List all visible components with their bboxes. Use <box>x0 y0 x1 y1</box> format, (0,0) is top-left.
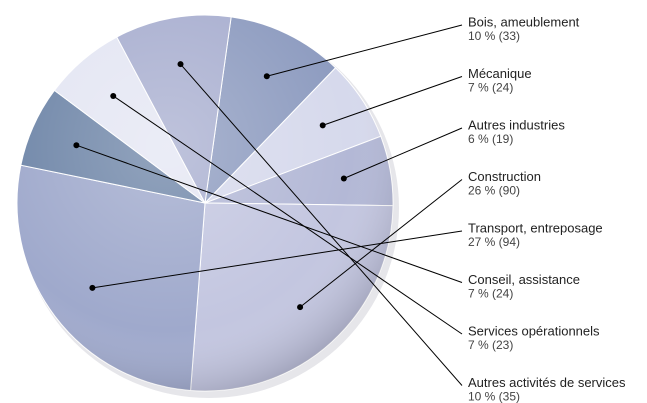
pie-slice <box>16 164 206 391</box>
leader-dot <box>297 304 304 311</box>
slice-label: Mécanique <box>468 66 532 81</box>
slice-label: Transport, entreposage <box>468 221 603 236</box>
leader-dot <box>319 122 326 129</box>
leader-line <box>322 76 463 126</box>
slice-label: Autres activités de services <box>468 375 626 390</box>
slice-label: Autres industries <box>468 118 565 133</box>
leader-dot <box>263 73 270 80</box>
slice-value: 10 % (35) <box>468 389 520 403</box>
slice-value: 7 % (24) <box>468 286 513 300</box>
slice-value: 7 % (23) <box>468 338 513 352</box>
leader-line <box>180 63 463 386</box>
leader-line <box>112 95 463 335</box>
leader-dot <box>177 61 184 68</box>
slice-label: Conseil, assistance <box>468 272 580 287</box>
slice-label: Bois, ameublement <box>468 15 580 30</box>
leader-dot <box>340 175 347 182</box>
leader-dot <box>110 92 117 99</box>
slice-value: 10 % (33) <box>468 29 520 43</box>
pie-slice <box>190 202 394 392</box>
leader-line <box>76 144 463 283</box>
slice-value: 7 % (24) <box>468 80 513 94</box>
leader-dot <box>89 284 96 291</box>
slice-label: Services opérationnels <box>468 324 600 339</box>
slice-value: 27 % (94) <box>468 235 520 249</box>
leader-dot <box>73 142 80 149</box>
slice-value: 6 % (19) <box>468 132 513 146</box>
leader-line <box>92 230 463 289</box>
leader-line <box>266 24 463 77</box>
slice-value: 26 % (90) <box>468 183 520 197</box>
slice-label: Construction <box>468 169 541 184</box>
leader-line <box>343 127 463 179</box>
